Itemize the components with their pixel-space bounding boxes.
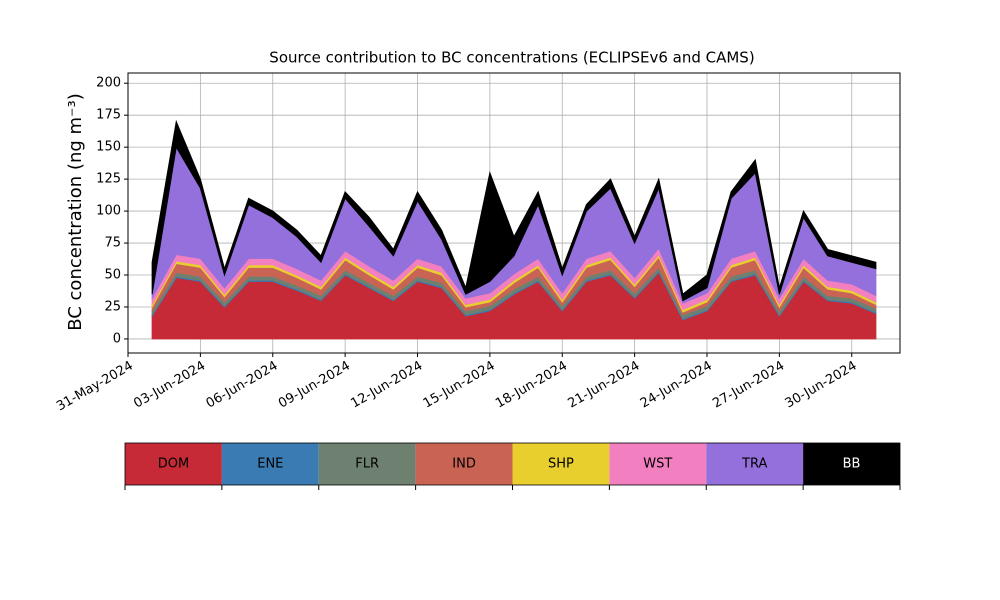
legend-swatch [706,443,804,485]
x-tick-label: 27-Jun-2024 [710,359,787,412]
legend-swatch [415,443,513,485]
y-tick-label: 200 [96,76,121,91]
legend-swatch [221,443,319,485]
legend-swatch [803,443,900,485]
y-tick-label: 150 [96,140,121,155]
x-tick-label: 21-Jun-2024 [566,359,643,412]
legend-label: WST [643,457,672,472]
chart-title: Source contribution to BC concentrations… [269,49,754,67]
y-tick-label: 50 [104,268,121,283]
y-tick-label: 0 [113,331,121,346]
legend-label: BB [843,457,861,472]
legend-swatch [609,443,707,485]
x-tick-label: 06-Jun-2024 [204,359,281,412]
y-tick-label: 125 [96,172,121,187]
legend-label: TRA [741,457,767,472]
x-tick-label: 24-Jun-2024 [638,359,715,412]
x-tick-label: 18-Jun-2024 [493,359,570,412]
legend-swatch [512,443,610,485]
legend-swatch [125,443,222,485]
x-tick-label: 03-Jun-2024 [131,359,208,412]
legend-label: DOM [158,457,189,472]
area [151,119,877,302]
y-tick-label: 75 [104,236,121,251]
y-tick-label: 175 [96,108,121,123]
legend-label: IND [452,457,476,472]
y-tick-label: 100 [96,204,121,219]
x-tick-label: 15-Jun-2024 [421,359,498,412]
x-tick-label: 31-May-2024 [54,359,136,415]
x-tick-label: 30-Jun-2024 [783,359,860,412]
legend-swatch [318,443,416,485]
legend-label: SHP [548,457,574,472]
y-axis-label: BC concentration (ng m⁻³) [65,93,86,331]
x-tick-label: 12-Jun-2024 [348,359,425,412]
x-tick-label: 09-Jun-2024 [276,359,353,412]
legend-label: FLR [355,457,379,472]
plot-frame [127,72,901,354]
legend-label: ENE [257,457,283,472]
y-tick-label: 25 [104,299,121,314]
